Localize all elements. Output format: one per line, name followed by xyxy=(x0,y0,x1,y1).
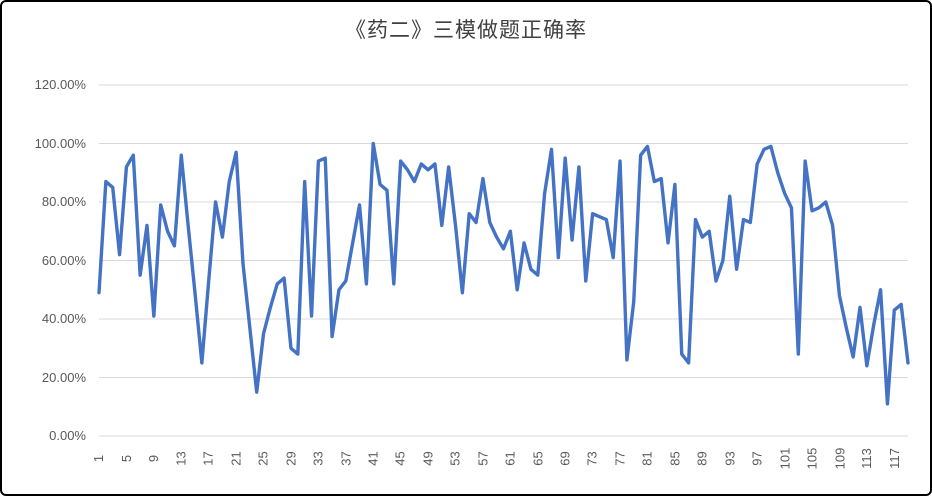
x-axis-label: 49 xyxy=(420,451,436,466)
x-axis-label: 57 xyxy=(475,451,491,466)
x-axis-label: 37 xyxy=(338,451,354,466)
x-axis-label: 13 xyxy=(173,451,189,466)
x-axis-label: 117 xyxy=(886,448,902,469)
y-axis-label: 120.00% xyxy=(34,77,86,92)
x-axis-label: 21 xyxy=(228,451,244,466)
y-axis-label: 0.00% xyxy=(49,428,86,443)
series-line xyxy=(97,141,910,406)
x-axis-label: 109 xyxy=(831,447,847,470)
x-axis-label: 81 xyxy=(639,451,655,466)
x-axis-label: 65 xyxy=(530,451,546,466)
x-axis-label: 61 xyxy=(502,451,518,466)
y-axis-label: 40.00% xyxy=(41,311,86,326)
y-axis-label: 20.00% xyxy=(41,369,86,385)
chart-title: 《药二》三模做题正确率 xyxy=(345,19,587,42)
y-axis-label: 100.00% xyxy=(34,135,86,151)
x-axis-label: 69 xyxy=(557,451,573,466)
x-axis-label: 5 xyxy=(118,454,134,463)
x-axis-label: 101 xyxy=(777,447,793,470)
x-axis-label: 85 xyxy=(667,451,683,466)
x-axis-label: 73 xyxy=(585,451,601,466)
x-axis-label: 1 xyxy=(91,454,107,463)
x-axis-label: 29 xyxy=(283,451,299,466)
x-axis-label: 113 xyxy=(859,448,875,469)
x-axis-label: 41 xyxy=(365,451,381,466)
x-axis-label: 105 xyxy=(804,447,820,470)
x-axis-label: 89 xyxy=(694,451,710,466)
x-axis-label: 25 xyxy=(256,451,272,466)
x-axis-label: 53 xyxy=(448,451,463,466)
x-axis-label: 77 xyxy=(612,451,628,466)
x-axis-label: 93 xyxy=(722,451,738,466)
x-axis-label: 33 xyxy=(310,451,326,466)
y-axis-label: 60.00% xyxy=(41,252,86,268)
x-axis-label: 97 xyxy=(749,451,765,466)
y-axis-label: 80.00% xyxy=(41,194,86,209)
x-axis-label: 17 xyxy=(201,451,217,466)
x-axis-label: 9 xyxy=(146,454,162,463)
x-axis-label: 45 xyxy=(393,451,409,466)
